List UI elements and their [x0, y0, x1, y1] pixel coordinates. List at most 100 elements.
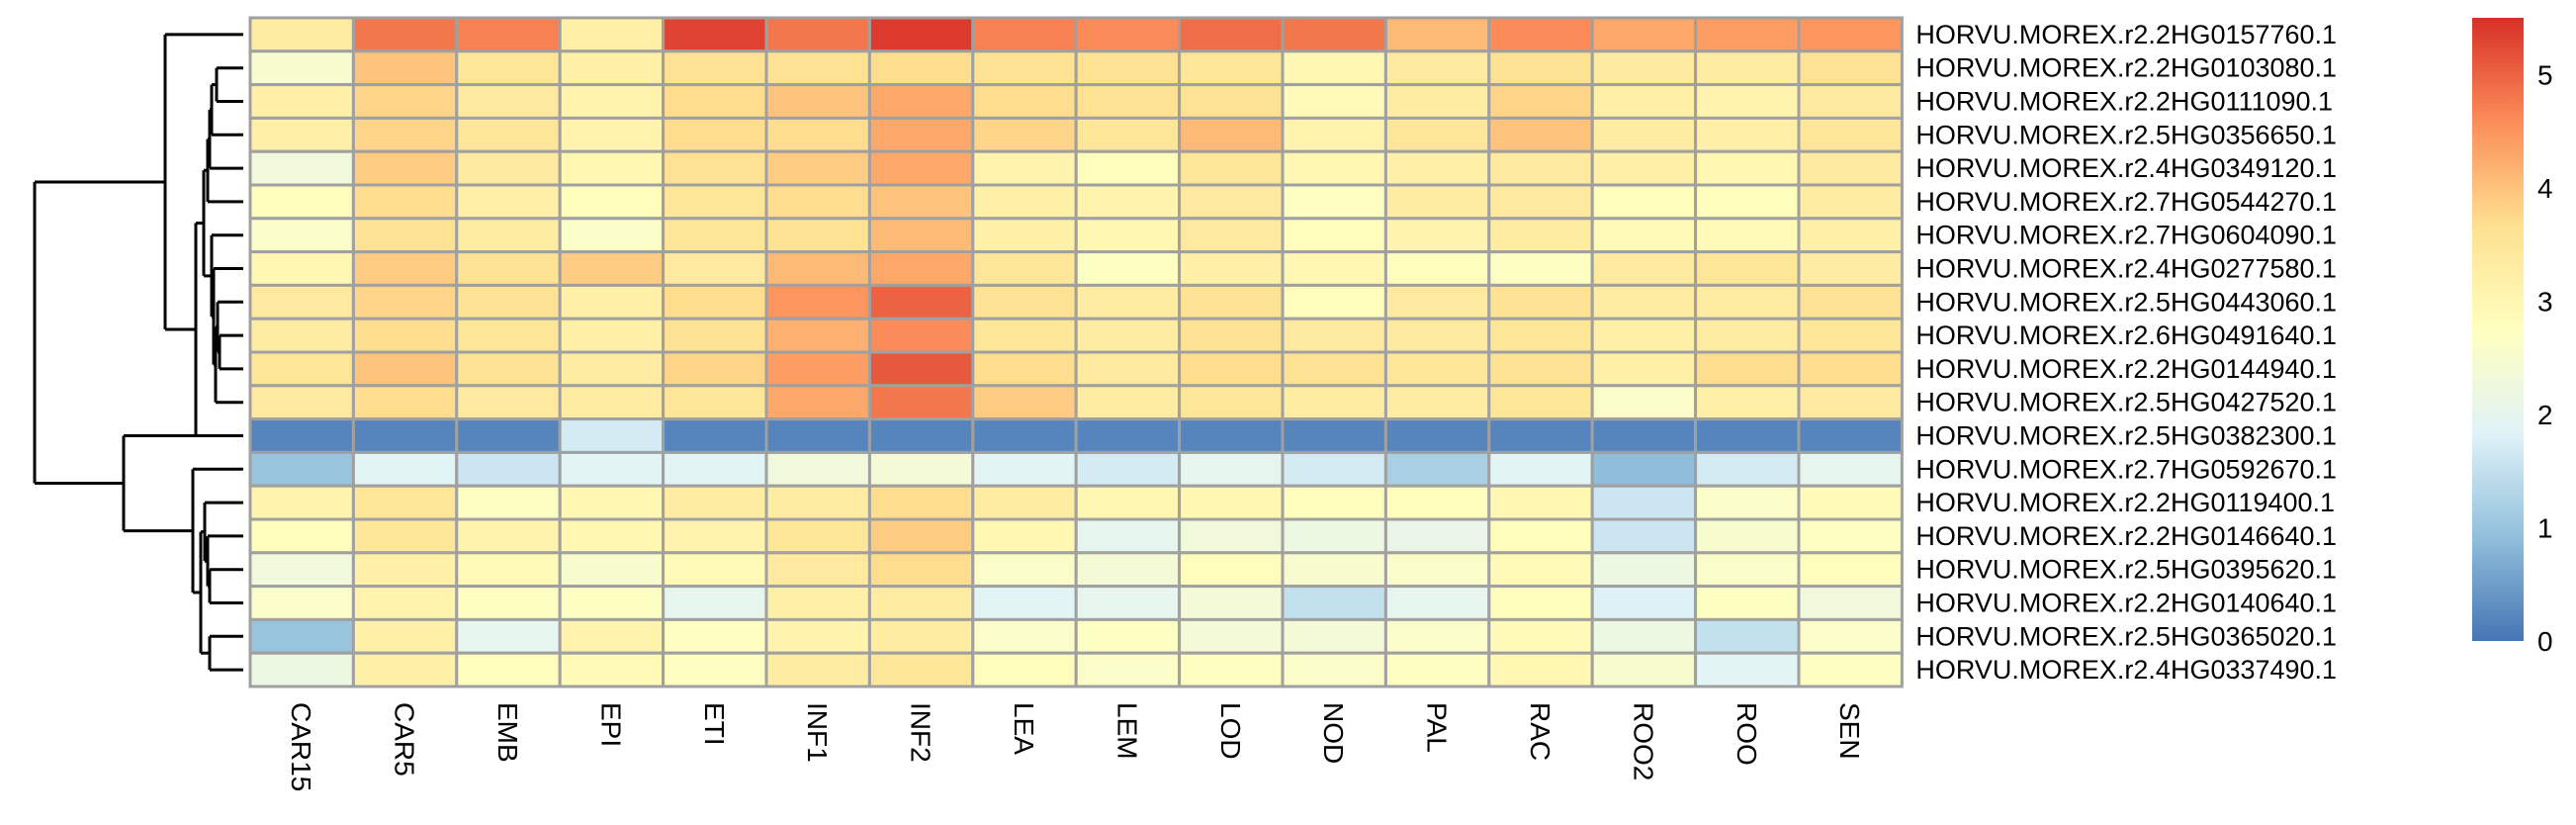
- row-label: HORVU.MOREX.r2.2HG0157760.1: [1915, 20, 2337, 49]
- heatmap-cell: [1487, 317, 1594, 354]
- row-label: HORVU.MOREX.r2.5HG0443060.1: [1915, 287, 2337, 317]
- heatmap-cell: [764, 149, 871, 187]
- heatmap-cell: [867, 617, 975, 655]
- heatmap-cell: [248, 183, 355, 221]
- heatmap-cell: [1281, 250, 1387, 287]
- heatmap-cell: [764, 183, 871, 221]
- heatmap-cell: [1590, 585, 1698, 621]
- heatmap-cell: [764, 551, 871, 589]
- heatmap-cell: [662, 517, 768, 555]
- heatmap-cell: [351, 551, 459, 589]
- heatmap-cell: [867, 517, 975, 555]
- heatmap-cell: [971, 49, 1078, 87]
- heatmap-cell: [558, 617, 666, 655]
- heatmap-cell: [1074, 384, 1182, 421]
- heatmap-cell: [1383, 149, 1491, 187]
- heatmap-cell: [764, 317, 871, 354]
- heatmap-cell: [1694, 617, 1801, 655]
- heatmap-cell: [455, 417, 562, 454]
- heatmap-cell: [1178, 16, 1285, 53]
- heatmap-cell: [764, 350, 871, 388]
- heatmap-cell: [1178, 617, 1285, 655]
- heatmap-cell: [867, 585, 975, 621]
- heatmap-cell: [351, 250, 459, 287]
- heatmap-cell: [662, 217, 768, 254]
- heatmap-cell: [1074, 317, 1182, 354]
- heatmap-cell: [1694, 83, 1801, 120]
- heatmap-cell: [1590, 16, 1698, 53]
- heatmap-cell: [1178, 83, 1285, 120]
- heatmap-cell: [867, 317, 975, 354]
- heatmap-cell: [867, 217, 975, 254]
- heatmap-cell: [662, 317, 768, 354]
- heatmap-cell: [1178, 551, 1285, 589]
- heatmap-cell: [1694, 317, 1801, 354]
- heatmap-cell: [558, 651, 666, 688]
- heatmap-cell: [351, 617, 459, 655]
- heatmap-cell: [558, 317, 666, 354]
- heatmap-cell: [971, 585, 1078, 621]
- heatmap-cell: [455, 49, 562, 87]
- column-label: EPI: [595, 702, 626, 747]
- heatmap-cell: [764, 49, 871, 87]
- heatmap-cell: [1074, 450, 1182, 488]
- heatmap-cell: [764, 116, 871, 153]
- heatmap-cell: [1694, 551, 1801, 589]
- heatmap-cell: [558, 417, 666, 454]
- heatmap-cell: [867, 417, 975, 454]
- heatmap-cell: [1383, 651, 1491, 688]
- row-label: HORVU.MOREX.r2.7HG0604090.1: [1915, 221, 2337, 250]
- heatmap-cell: [971, 551, 1078, 589]
- heatmap-cell: [764, 484, 871, 521]
- color-legend-ticks: 0 1 2 3 4 5: [2537, 59, 2553, 657]
- heatmap-cell: [971, 651, 1078, 688]
- heatmap-cell: [1590, 551, 1698, 589]
- heatmap-cell: [662, 651, 768, 688]
- heatmap-cell: [1383, 116, 1491, 153]
- heatmap-cell: [248, 417, 355, 454]
- heatmap-cell: [248, 551, 355, 589]
- heatmap-cell: [455, 350, 562, 388]
- heatmap-cell: [1074, 83, 1182, 120]
- heatmap-cell: [558, 250, 666, 287]
- legend-tick-label: 1: [2537, 512, 2553, 543]
- heatmap-cell: [455, 651, 562, 688]
- heatmap-cell: [764, 417, 871, 454]
- row-label: HORVU.MOREX.r2.5HG0427520.1: [1915, 388, 2337, 417]
- heatmap-cell: [1383, 585, 1491, 621]
- heatmap-cell: [1074, 585, 1182, 621]
- heatmap-cell: [971, 450, 1078, 488]
- heatmap-cell: [1383, 517, 1491, 555]
- heatmap-cell: [1074, 250, 1182, 287]
- legend-tick-label: 5: [2537, 59, 2553, 90]
- column-labels: CAR15 CAR5 EMB EPI ETI INF1 INF2 LEA LEM LOD NOD PA…: [286, 702, 1865, 791]
- heatmap-cell: [351, 49, 459, 87]
- heatmap-cell: [558, 49, 666, 87]
- heatmap-cell: [1797, 317, 1904, 354]
- heatmap-cell: [1590, 617, 1698, 655]
- heatmap-cell: [867, 149, 975, 187]
- heatmap-cell: [248, 585, 355, 621]
- heatmap-cell: [867, 283, 975, 321]
- heatmap-cell: [867, 49, 975, 87]
- heatmap-cell: [1590, 317, 1698, 354]
- heatmap-cell: [764, 83, 871, 120]
- heatmap-cell: [1487, 116, 1594, 153]
- heatmap-cell: [455, 16, 562, 53]
- heatmap-cell: [248, 651, 355, 688]
- heatmap-cell: [351, 417, 459, 454]
- heatmap-cell: [1074, 350, 1182, 388]
- heatmap-cell: [662, 617, 768, 655]
- heatmap-cell: [662, 350, 768, 388]
- heatmap-cell: [1487, 517, 1594, 555]
- heatmap-cell: [558, 116, 666, 153]
- heatmap-cell: [1694, 183, 1801, 221]
- heatmap-cell: [1178, 384, 1285, 421]
- heatmap-cell: [1694, 16, 1801, 53]
- heatmap-cell: [1797, 517, 1904, 555]
- column-label: LEM: [1111, 702, 1142, 760]
- heatmap-cell: [1383, 384, 1491, 421]
- heatmap-cell: [971, 183, 1078, 221]
- heatmap-cell: [1487, 217, 1594, 254]
- legend-tick-label: 2: [2537, 400, 2553, 430]
